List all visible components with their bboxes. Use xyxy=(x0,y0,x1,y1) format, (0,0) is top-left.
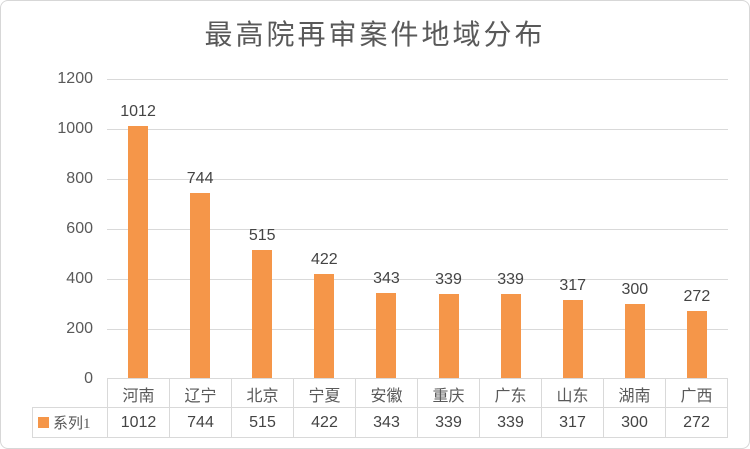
value-cell: 515 xyxy=(232,408,294,437)
bar xyxy=(562,299,583,379)
category-cell: 安徽 xyxy=(356,379,418,408)
bar-value-label: 744 xyxy=(186,170,214,187)
data-table-category-row: 河南 辽宁 北京 宁夏 安徽 重庆 广东 山东 湖南 广西 xyxy=(107,378,728,408)
bar-slot: 744 xyxy=(169,79,231,379)
gridline xyxy=(107,129,728,130)
chart-title: 最高院再审案件地域分布 xyxy=(204,20,546,51)
bar-slot: 422 xyxy=(293,79,355,379)
value-cell: 339 xyxy=(480,408,542,437)
bar-slot: 339 xyxy=(480,79,542,379)
y-axis-tick-label: 800 xyxy=(66,170,93,187)
value-cell: 300 xyxy=(604,408,666,437)
category-cell: 重庆 xyxy=(418,379,480,408)
bar xyxy=(252,250,273,379)
y-axis-tick-label: 0 xyxy=(84,370,93,387)
legend: 系列1 xyxy=(32,407,108,438)
value-cell: 1012 xyxy=(108,408,170,437)
bar xyxy=(686,311,707,379)
plot-area: 1012 744 515 422 343 339 339 317 300 272 xyxy=(107,79,728,379)
gridline xyxy=(107,179,728,180)
category-cell: 湖南 xyxy=(604,379,666,408)
category-cell: 广西 xyxy=(666,379,728,408)
y-axis-tick-label: 400 xyxy=(66,270,93,287)
value-cell: 744 xyxy=(170,408,232,437)
bar xyxy=(624,304,645,379)
gridline xyxy=(107,229,728,230)
bar xyxy=(190,193,211,379)
bar xyxy=(500,294,521,379)
value-cell: 272 xyxy=(666,408,728,437)
y-axis-tick-label: 600 xyxy=(66,220,93,237)
category-cell: 山东 xyxy=(542,379,604,408)
bar-slot: 300 xyxy=(604,79,666,379)
value-cell: 422 xyxy=(294,408,356,437)
bar xyxy=(128,126,149,379)
bar-slot: 272 xyxy=(666,79,728,379)
bar-value-label: 343 xyxy=(373,270,400,288)
bar-slot: 343 xyxy=(355,79,417,379)
bar-value-label: 1012 xyxy=(120,103,156,120)
value-cell: 339 xyxy=(418,408,480,437)
bar xyxy=(438,294,459,379)
bar-value-label: 515 xyxy=(248,227,276,245)
data-table-value-row: 1012 744 515 422 343 339 339 317 300 272 xyxy=(107,407,728,438)
category-cell: 北京 xyxy=(232,379,294,408)
category-cell: 河南 xyxy=(108,379,170,408)
bar xyxy=(314,273,335,379)
category-cell: 广东 xyxy=(480,379,542,408)
value-cell: 343 xyxy=(356,408,418,437)
category-cell: 宁夏 xyxy=(294,379,356,408)
legend-series-label: 系列1 xyxy=(53,416,91,432)
value-cell: 317 xyxy=(542,408,604,437)
gridline xyxy=(107,279,728,280)
bar xyxy=(376,293,397,379)
category-cell: 辽宁 xyxy=(170,379,232,408)
y-axis-tick-label: 1000 xyxy=(57,120,93,137)
y-axis-tick-label: 200 xyxy=(66,320,93,337)
bar-value-label: 300 xyxy=(621,281,649,298)
bar-slot: 515 xyxy=(231,79,293,379)
bar-value-label: 339 xyxy=(497,271,524,289)
gridline xyxy=(107,79,728,80)
bar-series: 1012 744 515 422 343 339 339 317 300 272 xyxy=(107,79,728,379)
bar-value-label: 272 xyxy=(683,288,711,305)
bar-slot: 1012 xyxy=(107,79,169,379)
bar-value-label: 317 xyxy=(559,276,587,294)
bar-slot: 339 xyxy=(417,79,479,379)
bar-slot: 317 xyxy=(542,79,604,379)
legend-swatch-icon xyxy=(38,417,49,428)
y-axis-tick-label: 1200 xyxy=(57,70,93,87)
bar-value-label: 422 xyxy=(310,250,338,268)
bar-value-label: 339 xyxy=(435,271,462,289)
gridline xyxy=(107,329,728,330)
